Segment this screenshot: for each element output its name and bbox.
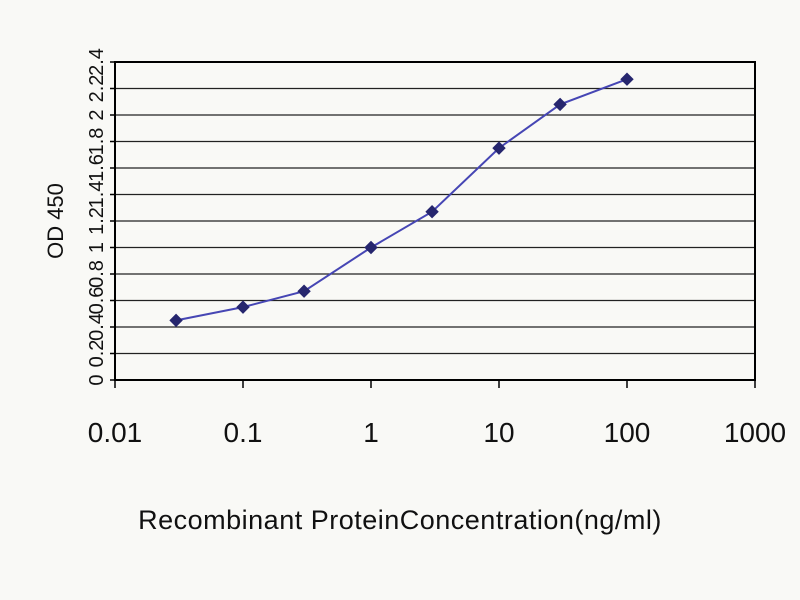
data-point-marker (492, 141, 506, 155)
y-tick-label: 2 (86, 109, 108, 120)
plot-border (114, 61, 756, 381)
data-point-marker (425, 205, 439, 219)
y-tick-label: 2.4 (86, 48, 108, 76)
data-point-marker (620, 72, 634, 86)
x-tick-label: 10 (483, 417, 514, 448)
y-tick-label: 0.4 (86, 313, 108, 341)
y-tick-label: 1.4 (86, 181, 108, 209)
y-tick-label: 1.8 (86, 128, 108, 156)
data-point-marker (553, 97, 567, 112)
x-tick-label: 1 (363, 417, 379, 448)
data-point-marker (297, 284, 311, 298)
data-point-marker (364, 240, 378, 255)
y-tick-label: 1.6 (86, 154, 108, 182)
y-tick-label: 0.8 (86, 260, 108, 288)
y-tick-label: 0 (86, 374, 108, 385)
y-tick-label: 1.2 (86, 207, 108, 235)
data-point-marker (236, 300, 250, 314)
y-axis-title: OD 450 (43, 183, 68, 259)
data-point-marker (169, 313, 183, 328)
y-tick-label: 0.2 (86, 340, 108, 368)
y-tick-label: 2.2 (86, 75, 108, 103)
data-line (175, 78, 628, 322)
x-tick-label: 0.01 (88, 417, 143, 448)
y-tick-label: 0.6 (86, 287, 108, 315)
x-tick-label: 100 (604, 417, 651, 448)
y-tick-label: 1 (86, 242, 108, 253)
x-axis-title: Recombinant ProteinConcentration(ng/ml) (138, 505, 662, 535)
x-tick-label: 0.1 (224, 417, 263, 448)
x-tick-label: 1000 (724, 417, 786, 448)
